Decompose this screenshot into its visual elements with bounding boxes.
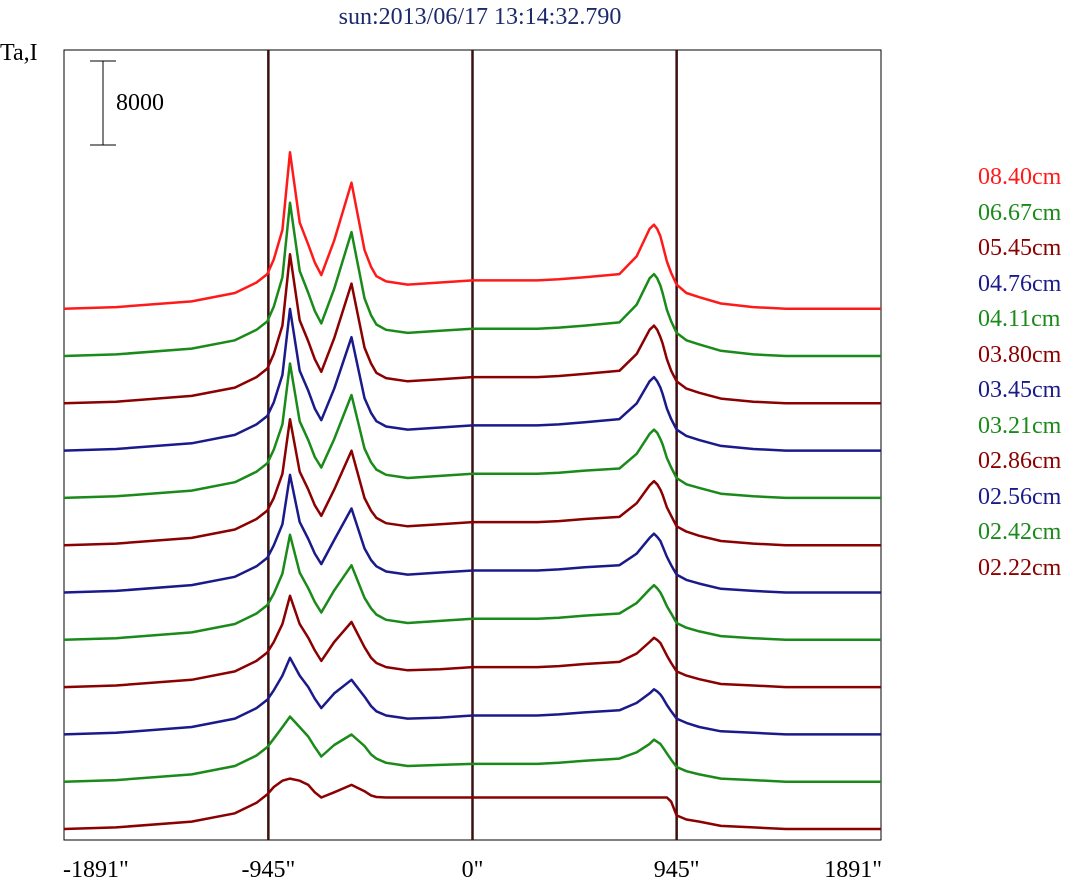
x-axis-ticks: -1891" -945" 0" 945" 1891" — [63, 857, 882, 883]
series-line-04.76cm — [63, 307, 881, 452]
legend: 08.40cm 06.67cm 05.45cm 04.76cm 04.11cm 03.80… — [978, 160, 1061, 586]
series-line-02.86cm — [63, 594, 881, 689]
series-line-03.45cm — [63, 473, 881, 594]
series-line-02.56cm — [63, 656, 881, 736]
legend-item: 03.80cm — [978, 341, 1062, 368]
x-tick-label: -1891" — [63, 857, 129, 883]
legend-item: 04.11cm — [978, 306, 1061, 332]
legend-item: 05.45cm — [978, 235, 1062, 261]
y-axis-label: Ta,I — [0, 40, 38, 66]
scale-bar-label: 8000 — [116, 90, 164, 116]
legend-item: 02.86cm — [978, 448, 1062, 474]
reference-lines — [267, 50, 678, 840]
series-line-05.45cm — [63, 252, 881, 405]
x-tick-label: -945" — [241, 857, 295, 883]
series-line-08.40cm — [63, 151, 881, 310]
series-line-03.21cm — [63, 533, 881, 642]
x-tick-label: 0" — [462, 857, 484, 883]
legend-item: 04.76cm — [978, 270, 1062, 297]
legend-item: 02.42cm — [978, 519, 1062, 545]
legend-item: 02.56cm — [978, 483, 1062, 510]
series-line-02.22cm — [63, 777, 881, 831]
series-line-02.42cm — [63, 715, 881, 783]
series-group — [63, 151, 881, 831]
chart-title: sun:2013/06/17 13:14:32.790 — [338, 4, 622, 30]
x-tick-label: 945" — [654, 857, 700, 883]
series-line-06.67cm — [63, 201, 881, 358]
series-line-04.11cm — [63, 362, 881, 500]
legend-item: 03.45cm — [978, 377, 1062, 403]
x-tick-label: 1891" — [824, 857, 882, 883]
series-line-03.80cm — [63, 417, 881, 547]
legend-item: 02.22cm — [978, 554, 1062, 581]
legend-item: 06.67cm — [978, 199, 1062, 226]
legend-item: 03.21cm — [978, 412, 1062, 439]
legend-item: 08.40cm — [978, 164, 1062, 190]
scale-bar: 8000 — [90, 60, 164, 146]
